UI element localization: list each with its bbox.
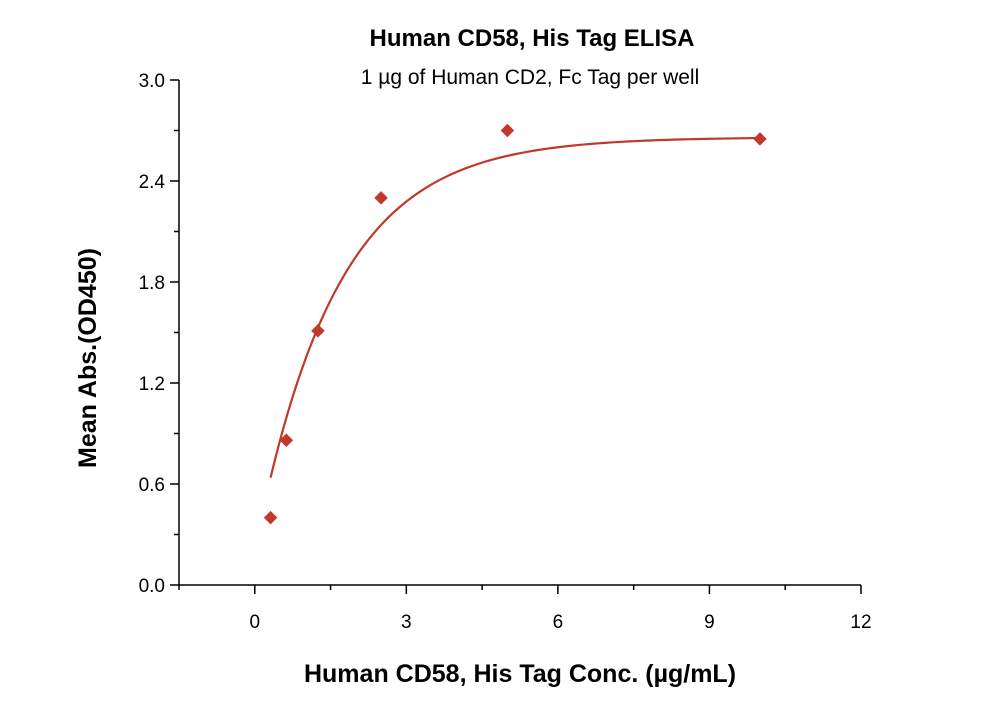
y-tick-label: 1.2 [139, 374, 165, 395]
chart-subtitle: 1 µg of Human CD2, Fc Tag per well [361, 66, 700, 89]
data-point [374, 190, 388, 205]
x-axis-label: Human CD58, His Tag Conc. (µg/mL) [304, 660, 736, 688]
data-point [311, 323, 325, 338]
x-tick-label: 12 [850, 612, 871, 633]
data-point [279, 433, 294, 448]
x-tick-label: 0 [249, 612, 260, 633]
y-tick-label: 1.8 [139, 273, 165, 294]
x-tick-label: 9 [704, 612, 715, 633]
data-point [753, 132, 767, 146]
x-tick-label: 6 [553, 612, 564, 633]
data-point [500, 123, 515, 138]
y-tick-label: 2.4 [139, 172, 166, 193]
fit-curve [269, 136, 760, 478]
y-tick-label: 0.0 [139, 576, 165, 597]
chart-title: Human CD58, His Tag ELISA [370, 25, 695, 52]
y-axis-label: Mean Abs.(OD450) [74, 248, 102, 468]
y-tick-label: 3.0 [139, 71, 165, 92]
data-point [263, 510, 278, 525]
data-points-layer [263, 123, 767, 525]
ticks: 0.0 0.6 1.2 1.8 2.4 3.0 0 3 6 9 12 [139, 71, 872, 633]
fit-curve-layer [269, 136, 760, 478]
x-tick-label: 3 [401, 612, 412, 633]
y-tick-label: 0.6 [139, 475, 165, 496]
axes [178, 80, 861, 586]
